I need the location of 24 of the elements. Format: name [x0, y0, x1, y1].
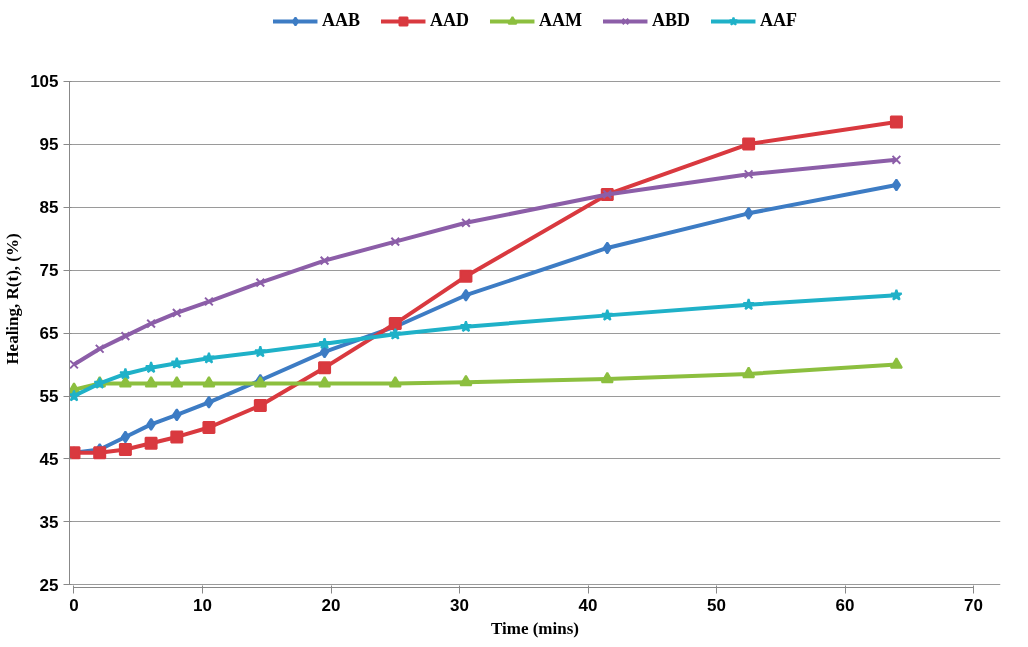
x-tick-label: 40: [578, 595, 598, 615]
y-tick-label: 85: [39, 198, 59, 218]
x-tick-label: 70: [964, 595, 983, 615]
y-tick-label: 75: [39, 261, 59, 281]
x-tick-label: 50: [707, 595, 726, 615]
y-tick-label: 25: [39, 575, 59, 595]
legend-label: AAM: [539, 10, 582, 31]
legend-label: ABD: [652, 10, 691, 31]
y-tick-label: 95: [39, 135, 59, 155]
x-tick-label: 20: [321, 595, 341, 615]
x-tick-label: 10: [193, 595, 212, 615]
x-tick-label: 30: [450, 595, 469, 615]
legend-label: AAF: [760, 10, 798, 31]
x-axis-title: Time (mins): [491, 618, 580, 638]
x-tick-label: 0: [69, 595, 79, 615]
legend-label: AAB: [321, 10, 360, 31]
y-tick-label: 35: [39, 512, 59, 532]
y-tick-label: 105: [30, 72, 59, 92]
y-tick-label: 45: [39, 450, 59, 469]
legend-label: AAD: [430, 10, 469, 31]
y-tick-label: 55: [39, 387, 59, 407]
x-tick-label: 60: [835, 595, 855, 615]
y-tick-label: 65: [39, 324, 59, 344]
y-axis-title: Healing, R(t), (%): [3, 233, 23, 365]
